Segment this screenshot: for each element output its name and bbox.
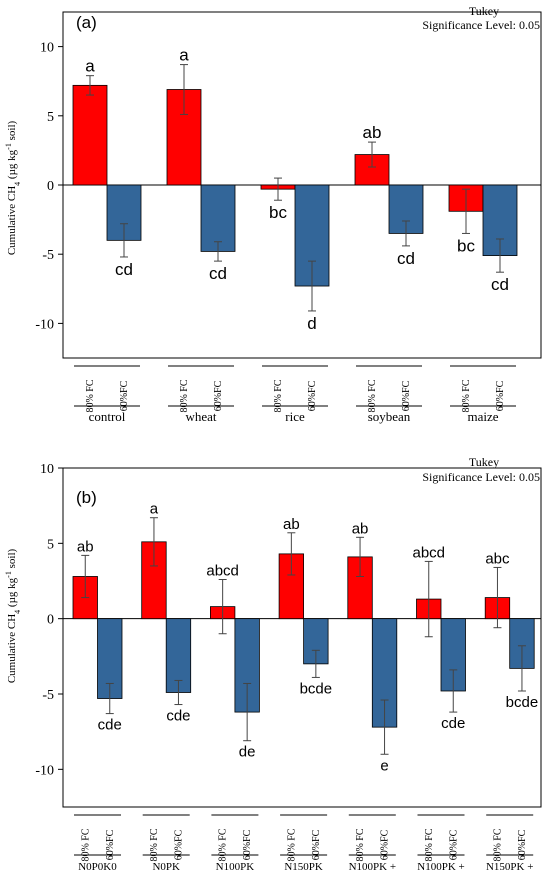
panel-b-y-tick-label: 5 (47, 537, 54, 552)
panel-a-sub-label: 80% FC (85, 379, 96, 412)
panel-a-y-tick-label: -5 (42, 248, 54, 263)
panel-a-y-tick-label: 0 (47, 179, 54, 194)
panel-b-sub-label: 60%FC (380, 829, 391, 860)
panel-a-y-tick-label: 10 (40, 41, 54, 56)
panel-a-significance-letter: cd (115, 260, 133, 279)
panel-a-significance-letter: cd (397, 249, 415, 268)
panel-b-significance-letter: bcde (300, 680, 333, 697)
panel-b-category-label: N100PK + (349, 861, 396, 873)
panel-a-bar (72, 84, 108, 186)
panel-a-category-label: maize (467, 409, 498, 424)
panel-a-category-label: control (89, 409, 126, 424)
panel-a-significance-letter: cd (209, 264, 227, 283)
panel-a-sub-label: 60%FC (495, 380, 506, 411)
panel-b-significance-letter: a (150, 501, 159, 518)
panel-b-category-label: N150PK (284, 861, 323, 873)
panel-b-sub-label: 80% FC (218, 828, 229, 861)
panel-a-sub-label: 80% FC (179, 379, 190, 412)
panel-b-significance-letter: abcd (206, 562, 239, 579)
panel-b-sub-label: 60%FC (311, 829, 322, 860)
panel-b-significance-letter: abcd (412, 544, 445, 561)
panel-a-category-label: rice (285, 409, 305, 424)
panel-b-sub-label: 60%FC (517, 829, 528, 860)
panel-b-y-axis-label: Cumulative CH4 (µg kg-1 soil) (4, 548, 22, 683)
panel-b-significance-letter: cde (166, 708, 190, 725)
panel-b-y-tick-label: 0 (47, 613, 54, 628)
panel-b-category-label: N100PK (216, 861, 255, 873)
panel-b-significance-letter: abc (485, 550, 510, 567)
panel-a-sub-label: 60%FC (307, 380, 318, 411)
panel-a-significance-letter: a (179, 46, 189, 65)
panel-b-significance-letter: de (239, 744, 256, 761)
panel-b-category-label: N100PK + (417, 861, 464, 873)
panel-b-significance-letter: ab (352, 520, 369, 537)
panel-a-note-significance: Significance Level: 0.05 (422, 18, 540, 32)
panel-a-category-label: soybean (368, 409, 411, 424)
panel-b-category-label: N0P0K0 (78, 861, 117, 873)
panel-a-y-tick-label: 5 (47, 110, 54, 125)
panel-b-sub-label: 60%FC (448, 829, 459, 860)
panel-a-note-method: Tukey (469, 4, 499, 18)
panel-b-significance-letter: ab (77, 538, 94, 555)
panel-b-bar (303, 618, 329, 665)
panel-a-sub-label: 80% FC (367, 379, 378, 412)
panel-a-chart: (a) Tukey Significance Level: 0.05 Cumul… (4, 4, 542, 424)
panel-a-sub-label: 80% FC (273, 379, 284, 412)
panel-a-significance-letter: cd (491, 275, 509, 294)
panel-a-significance-letter: ab (363, 123, 382, 142)
panel-b-significance-letter: e (380, 757, 388, 774)
panel-b-note-method: Tukey (469, 455, 499, 469)
panel-b-sub-label: 80% FC (286, 828, 297, 861)
panel-a-y-tick-label: -10 (35, 317, 54, 332)
panel-a-sub-label: 60%FC (401, 380, 412, 411)
panel-b-plot-frame (62, 467, 542, 808)
panel-a-y-axis-label: Cumulative CH4 (µg kg-1 soil) (4, 120, 22, 255)
panel-b-sub-label: 80% FC (149, 828, 160, 861)
panel-b-significance-letter: ab (283, 516, 300, 533)
panel-b-sub-label: 80% FC (492, 828, 503, 861)
panel-b-y-tick-label: 10 (40, 462, 54, 477)
panel-b-category-label: N150PK + (486, 861, 533, 873)
panel-a-bar (200, 184, 236, 252)
panel-b-note-significance: Significance Level: 0.05 (422, 470, 540, 484)
panel-a-sub-label: 60%FC (213, 380, 224, 411)
panel-b-sub-label: 60%FC (242, 829, 253, 860)
panel-b-sub-label: 60%FC (105, 829, 116, 860)
panel-a-category-label: wheat (185, 409, 216, 424)
panel-b-sub-label: 60%FC (173, 829, 184, 860)
panel-b-category-label: N0PK (152, 861, 180, 873)
panel-b-significance-letter: cde (98, 717, 122, 734)
panel-a-significance-letter: a (85, 57, 95, 76)
panel-b-sub-label: 80% FC (355, 828, 366, 861)
panel-b-sub-label: 80% FC (80, 828, 91, 861)
panel-b-y-tick-label: -5 (42, 688, 54, 703)
panel-a-significance-letter: d (307, 314, 316, 333)
panel-b-y-tick-label: -10 (35, 763, 54, 778)
panel-b-label: (b) (76, 488, 97, 507)
panel-b-sub-label: 80% FC (424, 828, 435, 861)
panel-a-sub-label: 60%FC (119, 380, 130, 411)
panel-a-significance-letter: bc (269, 203, 287, 222)
panel-a-label: (a) (76, 13, 97, 32)
panel-a-significance-letter: bc (457, 236, 475, 255)
panel-b-chart: (b) Tukey Significance Level: 0.05 Cumul… (4, 455, 542, 873)
panel-b-significance-letter: cde (441, 715, 465, 732)
panel-b-significance-letter: bcde (506, 694, 539, 711)
panel-a-sub-label: 80% FC (461, 379, 472, 412)
